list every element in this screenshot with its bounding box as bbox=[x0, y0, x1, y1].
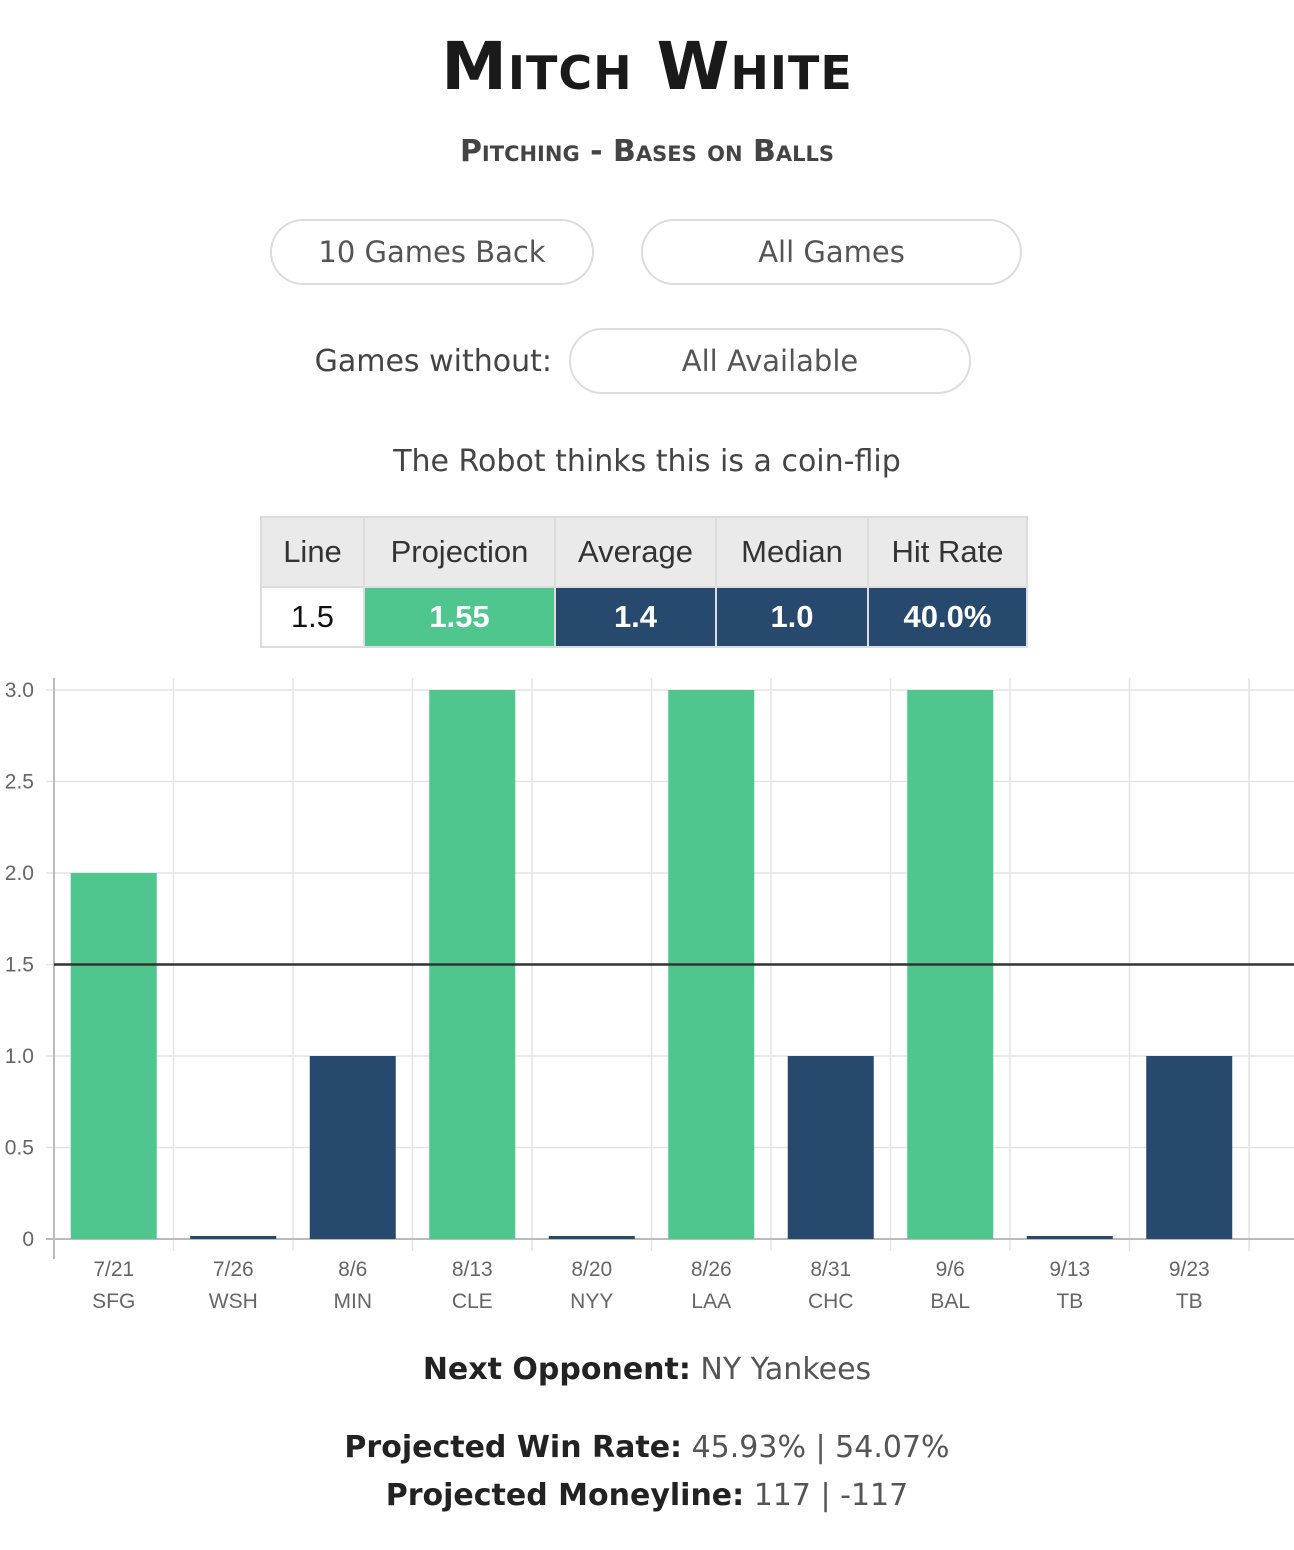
x-tick-opponent: WSH bbox=[209, 1290, 258, 1313]
all-games-dropdown[interactable]: All Games bbox=[641, 219, 1022, 285]
win-rate-value: 45.93% | 54.07% bbox=[691, 1430, 950, 1465]
x-tick-date: 8/31 bbox=[810, 1258, 851, 1281]
x-tick-opponent: LAA bbox=[691, 1290, 731, 1313]
games-back-dropdown[interactable]: 10 Games Back bbox=[270, 219, 594, 285]
stats-table: Line Projection Average Median Hit Rate … bbox=[260, 516, 1028, 648]
y-tick-label: 1.0 bbox=[5, 1045, 34, 1068]
next-opponent: Next Opponent: NY Yankees bbox=[0, 1352, 1294, 1387]
next-opponent-label: Next Opponent: bbox=[422, 1352, 691, 1387]
bar bbox=[1026, 1236, 1113, 1239]
win-rate-label: Projected Win Rate: bbox=[344, 1430, 683, 1465]
bar bbox=[190, 1236, 277, 1239]
x-tick-date: 8/6 bbox=[338, 1258, 367, 1281]
bar bbox=[70, 873, 157, 1239]
line-header: Line bbox=[260, 516, 365, 588]
median-value: 1.0 bbox=[715, 586, 869, 648]
projected-moneyline: Projected Moneyline: 117 | -117 bbox=[0, 1478, 1294, 1513]
stats-value-row: 1.5 1.55 1.4 1.0 40.0% bbox=[260, 586, 1028, 648]
x-tick-date: 7/21 bbox=[93, 1258, 134, 1281]
average-value: 1.4 bbox=[554, 586, 717, 648]
stat-title: Pitching - Bases on Balls bbox=[459, 134, 835, 169]
x-tick-opponent: NYY bbox=[570, 1290, 613, 1313]
moneyline-value: 117 | -117 bbox=[753, 1478, 909, 1513]
y-tick-label: 1.5 bbox=[5, 954, 34, 977]
y-tick-label: 2.5 bbox=[5, 771, 34, 794]
x-tick-date: 9/23 bbox=[1169, 1258, 1210, 1281]
bar bbox=[548, 1236, 635, 1239]
stats-header-row: Line Projection Average Median Hit Rate bbox=[260, 516, 1028, 588]
x-tick-opponent: CLE bbox=[452, 1290, 493, 1313]
bar bbox=[309, 1056, 396, 1239]
bar bbox=[787, 1056, 874, 1239]
x-tick-date: 9/6 bbox=[936, 1258, 965, 1281]
robot-verdict: The Robot thinks this is a coin-flip bbox=[393, 444, 901, 479]
bar-chart: 0 0.5 1.0 1.5 2.0 2.5 3.0 7/21 SFG 7/26 WSH 8/6 MIN 8… bbox=[5, 678, 1294, 1313]
x-tick-date: 8/26 bbox=[691, 1258, 732, 1281]
player-name: Mitch White bbox=[441, 28, 853, 105]
line-value: 1.5 bbox=[260, 586, 365, 648]
x-tick-opponent: SFG bbox=[92, 1290, 135, 1313]
x-tick-opponent: TB bbox=[1056, 1290, 1083, 1313]
moneyline-label: Projected Moneyline: bbox=[385, 1478, 745, 1513]
hit-rate-value: 40.0% bbox=[867, 586, 1028, 648]
x-tick-opponent: BAL bbox=[930, 1290, 970, 1313]
x-tick-opponent: CHC bbox=[808, 1290, 854, 1313]
games-without-dropdown[interactable]: All Available bbox=[569, 328, 971, 394]
y-tick-label: 2.0 bbox=[5, 862, 34, 885]
x-tick-date: 8/13 bbox=[452, 1258, 493, 1281]
y-tick-label: 3.0 bbox=[5, 679, 34, 702]
y-tick-label: 0.5 bbox=[5, 1137, 34, 1160]
next-opponent-value: NY Yankees bbox=[700, 1352, 872, 1387]
x-tick-date: 8/20 bbox=[571, 1258, 612, 1281]
x-tick-date: 7/26 bbox=[213, 1258, 254, 1281]
games-without-label: Games without: bbox=[314, 344, 552, 379]
projection-value: 1.55 bbox=[363, 586, 556, 648]
projection-header: Projection bbox=[363, 516, 556, 588]
bar bbox=[1146, 1056, 1233, 1239]
average-header: Average bbox=[554, 516, 717, 588]
median-header: Median bbox=[715, 516, 869, 588]
hit-rate-header: Hit Rate bbox=[867, 516, 1028, 588]
y-tick-label: 0 bbox=[22, 1228, 34, 1251]
projected-win-rate: Projected Win Rate: 45.93% | 54.07% bbox=[0, 1430, 1294, 1465]
x-tick-date: 9/13 bbox=[1049, 1258, 1090, 1281]
x-tick-opponent: TB bbox=[1176, 1290, 1203, 1313]
x-tick-opponent: MIN bbox=[334, 1290, 373, 1313]
